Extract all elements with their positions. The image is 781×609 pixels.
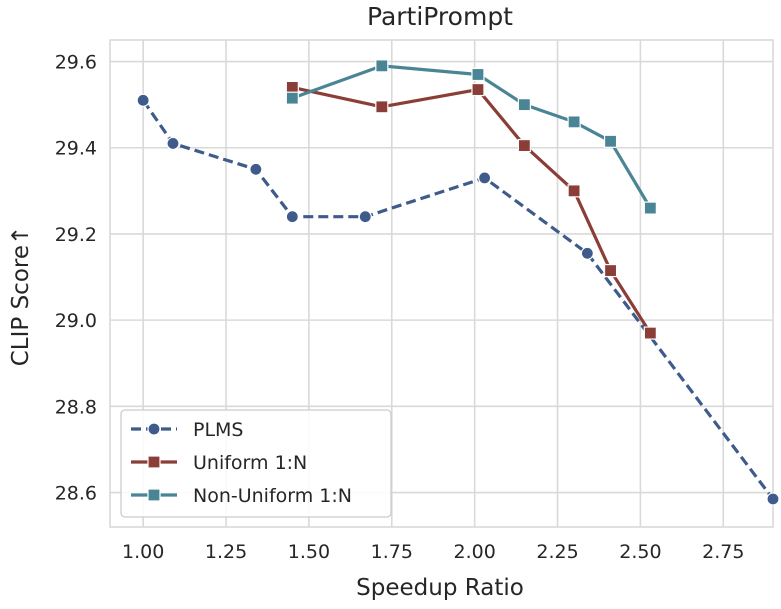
series-group (136, 93, 780, 506)
x-tick-label: 2.00 (453, 541, 495, 563)
data-point (517, 98, 531, 112)
legend: PLMS Uniform 1:N Non-Uniform 1:N (120, 409, 392, 518)
data-point (766, 492, 780, 506)
x-tick-label: 1.75 (371, 541, 413, 563)
data-point (358, 210, 372, 224)
data-point (567, 115, 581, 129)
x-axis-title: Speedup Ratio (356, 575, 524, 601)
legend-marker (147, 488, 161, 502)
x-tick-label: 2.25 (536, 541, 578, 563)
x-tick-label: 1.25 (205, 541, 247, 563)
data-point (166, 136, 180, 151)
x-tick-label: 1.50 (288, 541, 330, 563)
data-point (567, 184, 581, 198)
legend-label: Uniform 1:N (193, 452, 307, 474)
legend-label: Non-Uniform 1:N (193, 485, 352, 507)
y-tick-label: 28.8 (55, 396, 97, 418)
data-point (285, 210, 299, 224)
data-point (580, 246, 594, 260)
y-tick-label: 28.6 (55, 483, 97, 505)
data-point (136, 93, 150, 107)
data-point (375, 100, 389, 114)
series-group (285, 59, 657, 215)
data-point (477, 171, 492, 185)
data-point (603, 134, 618, 148)
data-point (375, 59, 389, 73)
series-line (141, 99, 775, 500)
y-tick-label: 29.0 (55, 310, 97, 332)
data-point (471, 82, 485, 97)
chart-title: PartiPrompt (367, 2, 513, 31)
data-point (249, 162, 263, 176)
data-point (603, 263, 618, 278)
plot-frame (109, 39, 774, 528)
data-point (643, 201, 657, 215)
x-tick-label: 2.50 (619, 541, 661, 563)
x-tick-label: 1.00 (122, 541, 164, 563)
y-tick-label: 29.2 (55, 224, 97, 246)
x-tick-label: 2.75 (702, 541, 744, 563)
y-tick-label: 29.4 (55, 138, 97, 160)
legend-label: PLMS (193, 419, 244, 441)
legend-marker (147, 455, 161, 469)
data-point (285, 91, 299, 105)
legend-marker (147, 422, 161, 436)
data-point (517, 138, 531, 153)
y-axis-title: CLIP Score↑ (8, 226, 34, 367)
legend-box (120, 409, 392, 518)
y-tick-label: 29.6 (55, 52, 97, 74)
data-point (471, 67, 485, 82)
data-point (643, 326, 657, 340)
